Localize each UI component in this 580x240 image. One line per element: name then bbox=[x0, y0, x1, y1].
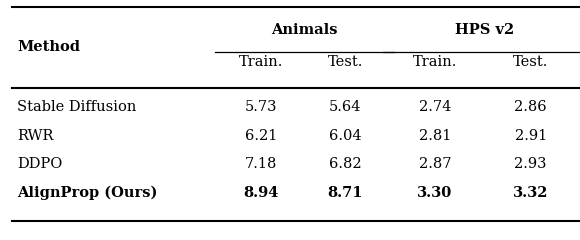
Text: 7.18: 7.18 bbox=[245, 157, 277, 171]
Text: 6.82: 6.82 bbox=[329, 157, 361, 171]
Text: 8.94: 8.94 bbox=[244, 186, 278, 200]
Text: 3.32: 3.32 bbox=[513, 186, 549, 200]
Text: 6.21: 6.21 bbox=[245, 129, 277, 143]
Text: 8.71: 8.71 bbox=[327, 186, 363, 200]
Text: 2.74: 2.74 bbox=[419, 100, 451, 114]
Text: Train.: Train. bbox=[413, 55, 457, 69]
Text: 2.86: 2.86 bbox=[514, 100, 547, 114]
Text: Method: Method bbox=[17, 40, 81, 54]
Text: 3.30: 3.30 bbox=[418, 186, 452, 200]
Text: 5.64: 5.64 bbox=[329, 100, 361, 114]
Text: Test.: Test. bbox=[513, 55, 548, 69]
Text: 2.81: 2.81 bbox=[419, 129, 451, 143]
Text: 6.04: 6.04 bbox=[329, 129, 361, 143]
Text: Animals: Animals bbox=[271, 23, 338, 37]
Text: Test.: Test. bbox=[328, 55, 362, 69]
Text: 2.87: 2.87 bbox=[419, 157, 451, 171]
Text: 5.73: 5.73 bbox=[245, 100, 277, 114]
Text: 2.91: 2.91 bbox=[514, 129, 547, 143]
Text: AlignProp (Ours): AlignProp (Ours) bbox=[17, 186, 158, 200]
Text: RWR: RWR bbox=[17, 129, 54, 143]
Text: Train.: Train. bbox=[239, 55, 283, 69]
Text: Stable Diffusion: Stable Diffusion bbox=[17, 100, 137, 114]
Text: DDPO: DDPO bbox=[17, 157, 63, 171]
Text: HPS v2: HPS v2 bbox=[455, 23, 514, 37]
Text: 2.93: 2.93 bbox=[514, 157, 547, 171]
